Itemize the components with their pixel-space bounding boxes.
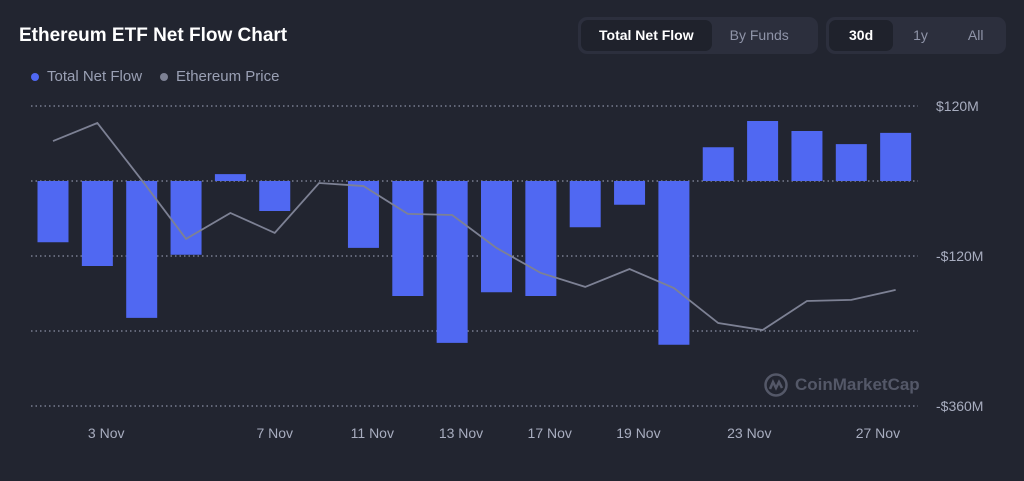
x-tick-label: 19 Nov [616,425,660,441]
flow-bar [481,181,512,293]
flow-bar [214,174,246,181]
price-dot-icon [160,72,169,81]
watermark: CoinMarketCap [763,372,920,398]
flow-bar [392,181,424,296]
flow-bar [569,181,601,228]
range-1y[interactable]: 1y [913,27,928,43]
x-tick-label: 27 Nov [856,425,900,441]
flow-bar [658,181,690,345]
flow-bar [126,181,158,318]
flow-bar [37,181,69,243]
flow-bar [880,132,912,181]
watermark-text: CoinMarketCap [795,375,920,394]
x-tick-label: 23 Nov [727,425,771,441]
range-toggle: 30d 1y All [826,17,1006,54]
flow-bar [614,181,646,205]
x-tick-label: 11 Nov [351,425,394,441]
x-tick-label: 17 Nov [528,425,572,441]
y-tick-label: $120M [936,98,979,114]
x-tick-label: 7 Nov [256,425,293,441]
tab-total-net-flow[interactable]: Total Net Flow [581,20,712,51]
flow-bar [525,181,557,296]
legend-label: Total Net Flow [47,68,143,85]
legend-item-flow[interactable]: Total Net Flow [31,68,142,85]
flow-bar [436,181,468,343]
view-toggle: Total Net Flow By Funds [578,17,818,54]
range-30d[interactable]: 30d [829,20,894,51]
range-all[interactable]: All [967,27,984,43]
y-tick-label: -$360M [936,398,983,414]
legend-label: Ethereum Price [176,68,280,85]
legend-item-price[interactable]: Ethereum Price [160,68,279,85]
x-tick-label: 13 Nov [439,425,483,441]
x-tick-label: 3 Nov [88,425,125,441]
page-title: Ethereum ETF Net Flow Chart [19,25,288,46]
coinmarketcap-logo-icon [764,373,788,397]
flow-dot-icon [31,72,39,81]
flow-bar [702,147,734,181]
flow-bar [835,144,867,181]
flow-bar [259,181,291,211]
y-tick-label: -$120M [936,248,983,264]
flow-bar [347,181,379,248]
flow-bar [747,121,779,181]
flow-bar [170,181,202,255]
flow-bar [791,131,823,181]
flow-bar [81,181,113,266]
tab-by-funds[interactable]: By Funds [729,27,789,43]
legend: Total Net Flow Ethereum Price [31,68,279,85]
price-line [52,121,896,331]
